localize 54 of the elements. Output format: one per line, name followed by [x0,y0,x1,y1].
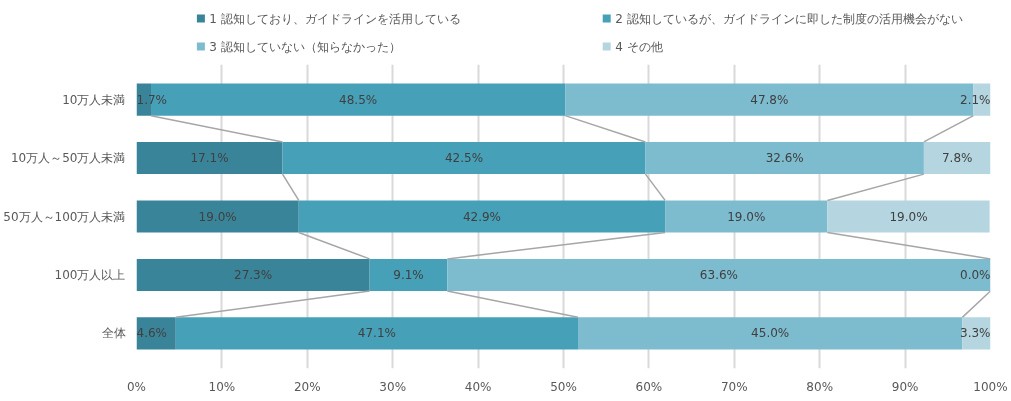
data-label: 7.8% [941,151,973,166]
bar [447,258,991,292]
data-label: 45.0% [751,326,790,341]
x-tick-label: 10% [208,379,236,394]
data-label: 17.1% [190,151,229,166]
bar [298,200,666,233]
bar [136,200,299,233]
data-label: 0.0% [960,267,991,282]
data-label: 3.3% [960,326,991,341]
legend-label: 1 認知しており、ガイドラインを活用している [209,11,461,26]
y-tick-label: 50万人～100万人未満 [3,209,126,224]
data-label: 19.0% [889,209,928,224]
bar [282,141,646,175]
data-label: 47.8% [750,92,789,107]
bar [578,317,963,350]
data-label: 1.7% [136,92,167,107]
legend-label: 3 認知していない（知らなかった） [209,39,401,54]
data-label: 47.1% [357,326,396,341]
x-tick-label: 20% [293,379,321,394]
data-label: 4.6% [136,326,167,341]
data-label: 42.5% [444,151,484,166]
data-label: 27.3% [234,267,273,282]
legend-label: 4 その他 [615,39,663,54]
bar [369,258,448,292]
y-tick-label: 10万人～50万人未満 [10,151,126,166]
bar [175,317,579,350]
x-tick-label: 80% [806,379,834,394]
y-tick-label: 10万人未満 [62,92,126,107]
x-tick-label: 90% [891,379,919,394]
x-tick-label: 100% [973,379,1008,394]
data-label: 9.1% [393,267,424,282]
data-label: 19.0% [198,209,237,224]
bar [136,141,283,175]
x-tick-label: 70% [720,379,748,394]
bar [136,317,176,350]
x-tick-label: 50% [550,379,577,394]
x-tick-label: 30% [379,379,407,394]
legend-label: 2 認知しているが、ガイドラインに即した制度の活用機会がない [615,11,963,26]
x-tick-label: 40% [464,379,492,394]
y-tick-label: 全体 [101,326,126,341]
bar [136,258,370,292]
data-label: 2.1% [960,92,991,107]
data-label: 19.0% [727,209,766,224]
data-label: 48.5% [339,92,378,107]
data-label: 42.9% [462,209,502,224]
bar [923,141,991,175]
data-label: 63.6% [699,267,738,282]
x-tick-label: 60% [635,379,663,394]
y-tick-label: 100万人以上 [54,267,126,282]
data-label: 32.6% [765,151,804,166]
bar [827,200,990,233]
x-tick-label: 0% [126,379,147,394]
bar [665,200,828,233]
bar [645,141,924,175]
